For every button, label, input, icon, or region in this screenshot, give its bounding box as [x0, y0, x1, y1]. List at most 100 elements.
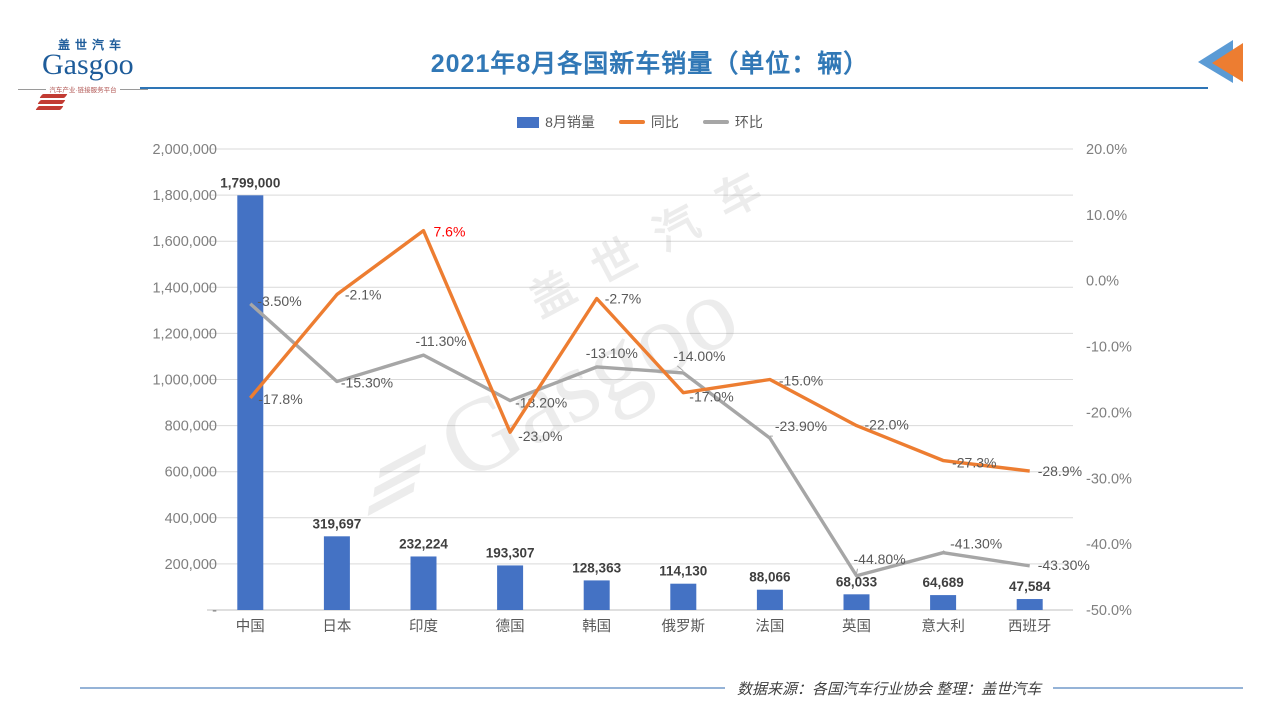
bar-value-label: 232,224	[399, 536, 448, 551]
category-label-西班牙: 西班牙	[1008, 618, 1052, 635]
category-label-日本: 日本	[322, 618, 351, 635]
left-axis-tick: 2,000,000	[152, 142, 217, 158]
mom-line-label: -44.80%	[854, 551, 906, 567]
left-axis-tick: 1,400,000	[152, 280, 217, 296]
left-axis-tick: 1,000,000	[152, 373, 217, 389]
legend-bar-marker	[517, 116, 540, 128]
bar-value-label: 319,697	[312, 516, 361, 531]
footer-rule-left	[80, 687, 725, 689]
bar-西班牙	[1016, 599, 1043, 610]
bar-德国	[497, 565, 524, 610]
bar-value-label: 64,689	[922, 575, 963, 590]
right-axis-tick: 0.0%	[1086, 274, 1119, 290]
legend-label-yoy: 同比	[650, 114, 679, 130]
bar-日本	[323, 536, 350, 610]
bar-英国	[843, 594, 870, 610]
mom-line-label: -18.20%	[515, 395, 567, 411]
category-axis: 中国 日本 印度 德国 韩国 俄罗斯 法国 英国 意大利 西班牙	[236, 617, 1052, 635]
bar-value-label: 47,584	[1009, 579, 1051, 594]
bar-value-label: 68,033	[836, 574, 878, 589]
category-label-法国: 法国	[755, 618, 784, 635]
mom-line-label: -23.90%	[775, 418, 827, 434]
yoy-line-label: -2.1%	[345, 287, 382, 303]
gasgoo-arrow-icon	[1198, 40, 1243, 83]
right-axis-tick: -20.0%	[1086, 405, 1132, 421]
mom-line-label: -11.30%	[416, 333, 467, 349]
legend-mom-line-marker	[702, 120, 729, 124]
yoy-line-label: -23.0%	[518, 428, 562, 444]
yoy-line-label: -28.9%	[1038, 463, 1082, 479]
category-label-俄罗斯: 俄罗斯	[662, 618, 706, 635]
mom-line-path	[249, 302, 1030, 578]
right-axis-tick: 20.0%	[1086, 142, 1127, 158]
yoy-line-label: -27.3%	[952, 455, 996, 471]
left-axis-tick: 400,000	[165, 511, 217, 527]
logo-stripes-icon	[35, 94, 68, 114]
footer: 数据来源：各国汽车行业协会 整理：盖世汽车	[0, 676, 1280, 700]
legend-item-yoy: 同比	[618, 112, 679, 132]
bar-印度	[410, 556, 437, 610]
mom-line-label: -15.30%	[341, 374, 393, 390]
yoy-line-label: -15.0%	[779, 373, 823, 389]
page-title: 2021年8月各国新车销量（单位：辆）	[430, 50, 870, 78]
bar-value-label: 88,066	[749, 570, 791, 585]
mom-line-label: -41.30%	[950, 536, 1002, 552]
bar-value-label: 128,363	[572, 560, 621, 575]
chart-legend: 8月销量 同比 环比	[0, 112, 1280, 132]
footer-rule-right	[1053, 687, 1244, 689]
logo-chinese-name: 盖世汽车	[58, 38, 127, 52]
sales-bars: 1,799,000 319,697 232,224 193,307 128,363 114…	[220, 175, 1051, 610]
left-axis-tick: 1,200,000	[152, 326, 217, 342]
legend-label-sales: 8月销量	[545, 114, 595, 130]
bar-俄罗斯	[670, 583, 697, 610]
mom-line-label: -43.30%	[1038, 557, 1090, 573]
chart-gridlines: 2,000,000 1,800,000 1,600,000 1,400,000 1,20…	[152, 142, 1073, 619]
right-axis-tick: -10.0%	[1086, 340, 1132, 356]
logo-tagline: 汽车产业·链接服务平台	[18, 84, 148, 94]
mom-line-label: -3.50%	[257, 293, 301, 309]
legend-item-mom: 环比	[702, 112, 763, 132]
bar-value-label: 1,799,000	[220, 175, 280, 190]
data-source-note: 数据来源：各国汽车行业协会 整理：盖世汽车	[737, 680, 1042, 698]
mom-line-label: -14.00%	[673, 348, 725, 364]
category-label-韩国: 韩国	[582, 618, 611, 635]
left-axis-tick: 800,000	[165, 419, 217, 435]
yoy-line-path	[248, 228, 1030, 473]
left-axis-tick: 1,800,000	[152, 188, 217, 204]
right-axis-tick: -50.0%	[1086, 603, 1132, 619]
bar-意大利	[930, 595, 957, 610]
category-label-英国: 英国	[842, 617, 871, 635]
right-axis: 20.0% 10.0% 0.0% -10.0% -20.0% -30.0% -40.0% -5…	[1086, 142, 1132, 619]
right-axis-tick: 10.0%	[1086, 208, 1127, 224]
title-underline	[140, 87, 1208, 89]
bar-中国	[237, 195, 264, 610]
left-axis-tick: -	[212, 603, 217, 619]
bar-法国	[756, 589, 783, 610]
logo-english-name: Gasgoo	[42, 48, 134, 81]
legend-label-mom: 环比	[734, 114, 763, 130]
yoy-line-label: -17.0%	[689, 389, 733, 405]
left-axis-tick: 600,000	[165, 465, 217, 481]
bar-韩国	[583, 580, 610, 610]
yoy-line-label: -2.7%	[605, 290, 642, 306]
legend-yoy-line-marker	[618, 120, 645, 124]
yoy-line-label: -22.0%	[865, 417, 909, 433]
right-axis-tick: -30.0%	[1086, 471, 1132, 487]
yoy-line: -17.8% -2.1% 7.6% -23.0% -2.7% -17.0% -15.0% -2…	[248, 224, 1082, 479]
yoy-line-label: -17.8%	[258, 391, 302, 407]
mom-line-label: -13.10%	[586, 345, 638, 361]
category-label-意大利: 意大利	[921, 617, 965, 635]
legend-item-sales: 8月销量	[517, 112, 595, 132]
left-axis-tick: 200,000	[165, 557, 217, 573]
yoy-line-label: 7.6%	[434, 224, 466, 240]
gasgoo-logo: 盖世汽车 Gasgoo 汽车产业·链接服务平台	[18, 36, 148, 110]
right-axis-tick: -40.0%	[1086, 537, 1132, 553]
left-axis-tick: 1,600,000	[152, 234, 217, 250]
category-label-德国: 德国	[496, 618, 525, 635]
bar-value-label: 193,307	[486, 545, 535, 560]
bar-value-label: 114,130	[659, 564, 707, 579]
category-label-中国: 中国	[236, 618, 265, 635]
